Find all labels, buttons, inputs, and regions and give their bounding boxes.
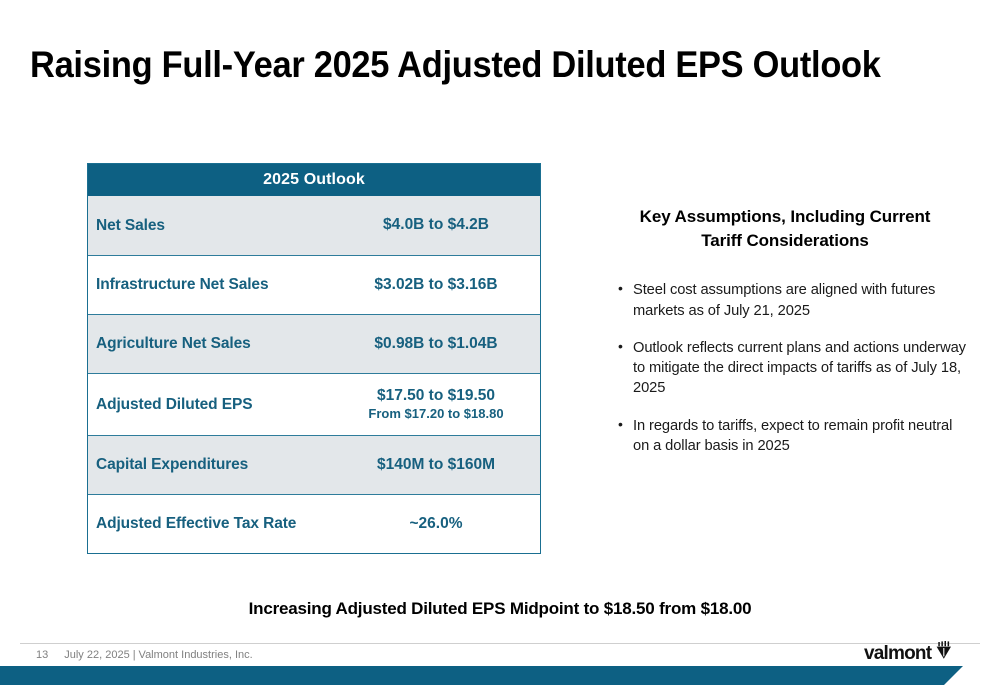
table-row: Infrastructure Net Sales $3.02B to $3.16… xyxy=(88,255,540,314)
eps-midpoint-callout: Increasing Adjusted Diluted EPS Midpoint… xyxy=(248,599,752,618)
row-label-adjusted-effective-tax-rate: Adjusted Effective Tax Rate xyxy=(96,515,297,532)
outlook-table: 2025 Outlook Net Sales $4.0B to $4.2B In… xyxy=(87,163,541,554)
table-row: Adjusted Effective Tax Rate ~26.0% xyxy=(88,494,540,553)
table-row: Net Sales $4.0B to $4.2B xyxy=(88,196,540,255)
assumptions-heading-line1: Key Assumptions, Including Current xyxy=(639,207,931,226)
bullet-icon: • xyxy=(618,337,623,354)
bullet-icon: • xyxy=(618,280,623,297)
row-value-net-sales: $4.0B to $4.2B xyxy=(346,216,540,234)
row-value-adjusted-effective-tax-rate: ~26.0% xyxy=(346,515,540,533)
footer-accent-bar xyxy=(0,666,963,685)
key-assumptions-panel: Key Assumptions, Including Current Tarif… xyxy=(600,205,970,473)
logo-wordmark: valmont xyxy=(864,642,932,664)
row-label-infrastructure-net-sales: Infrastructure Net Sales xyxy=(96,276,269,293)
row-value-main: $0.98B to $1.04B xyxy=(374,334,498,352)
table-row: Agriculture Net Sales $0.98B to $1.04B xyxy=(88,314,540,373)
row-value-agriculture-net-sales: $0.98B to $1.04B xyxy=(346,335,540,353)
page-number: 13 xyxy=(36,649,49,661)
list-item-text: Outlook reflects current plans and actio… xyxy=(633,339,966,397)
table-row: Adjusted Diluted EPS $17.50 to $19.50 Fr… xyxy=(88,373,540,435)
row-value-main: ~26.0% xyxy=(409,514,463,532)
footer-meta: 13 July 22, 2025 | Valmont Industries, Inc. xyxy=(36,649,253,661)
list-item: • Steel cost assumptions are aligned wit… xyxy=(600,280,970,321)
footer-company: Valmont Industries, Inc. xyxy=(138,649,253,661)
row-value-infrastructure-net-sales: $3.02B to $3.16B xyxy=(346,276,540,294)
row-value-main: $3.02B to $3.16B xyxy=(374,275,498,293)
assumptions-heading-line2: Tariff Considerations xyxy=(701,231,869,251)
row-value-main: $17.50 to $19.50 xyxy=(376,387,496,405)
valmont-v-icon xyxy=(935,641,954,665)
row-label-adjusted-diluted-eps: Adjusted Diluted EPS xyxy=(96,395,253,413)
list-item: • In regards to tariffs, expect to remai… xyxy=(600,416,970,457)
row-label-net-sales: Net Sales xyxy=(96,216,165,234)
row-value-main: $140M to $160M xyxy=(376,455,496,473)
valmont-logo: valmont xyxy=(864,641,954,665)
row-label-capital-expenditures: Capital Expenditures xyxy=(96,456,249,473)
list-item: • Outlook reflects current plans and act… xyxy=(600,338,970,399)
table-header-2025-outlook: 2025 Outlook xyxy=(88,164,540,196)
list-item-text: Steel cost assumptions are aligned with … xyxy=(633,282,936,319)
assumptions-bullet-list: • Steel cost assumptions are aligned wit… xyxy=(600,280,970,456)
table-body: Net Sales $4.0B to $4.2B Infrastructure … xyxy=(88,196,540,553)
page-title: Raising Full-Year 2025 Adjusted Diluted … xyxy=(30,44,881,85)
footer-divider xyxy=(20,643,980,644)
row-value-prior: From $17.20 to $18.80 xyxy=(368,406,504,422)
table-row: Capital Expenditures $140M to $160M xyxy=(88,435,540,494)
row-value-capital-expenditures: $140M to $160M xyxy=(346,456,540,474)
footer-separator: | xyxy=(132,649,136,661)
list-item-text: In regards to tariffs, expect to remain … xyxy=(633,417,953,454)
bullet-icon: • xyxy=(618,415,623,432)
row-value-adjusted-diluted-eps: $17.50 to $19.50 From $17.20 to $18.80 xyxy=(346,387,540,422)
assumptions-heading: Key Assumptions, Including Current Tarif… xyxy=(600,205,970,253)
row-value-main: $4.0B to $4.2B xyxy=(383,216,489,234)
row-label-agriculture-net-sales: Agriculture Net Sales xyxy=(96,335,251,352)
footer-date: July 22, 2025 xyxy=(64,649,130,661)
